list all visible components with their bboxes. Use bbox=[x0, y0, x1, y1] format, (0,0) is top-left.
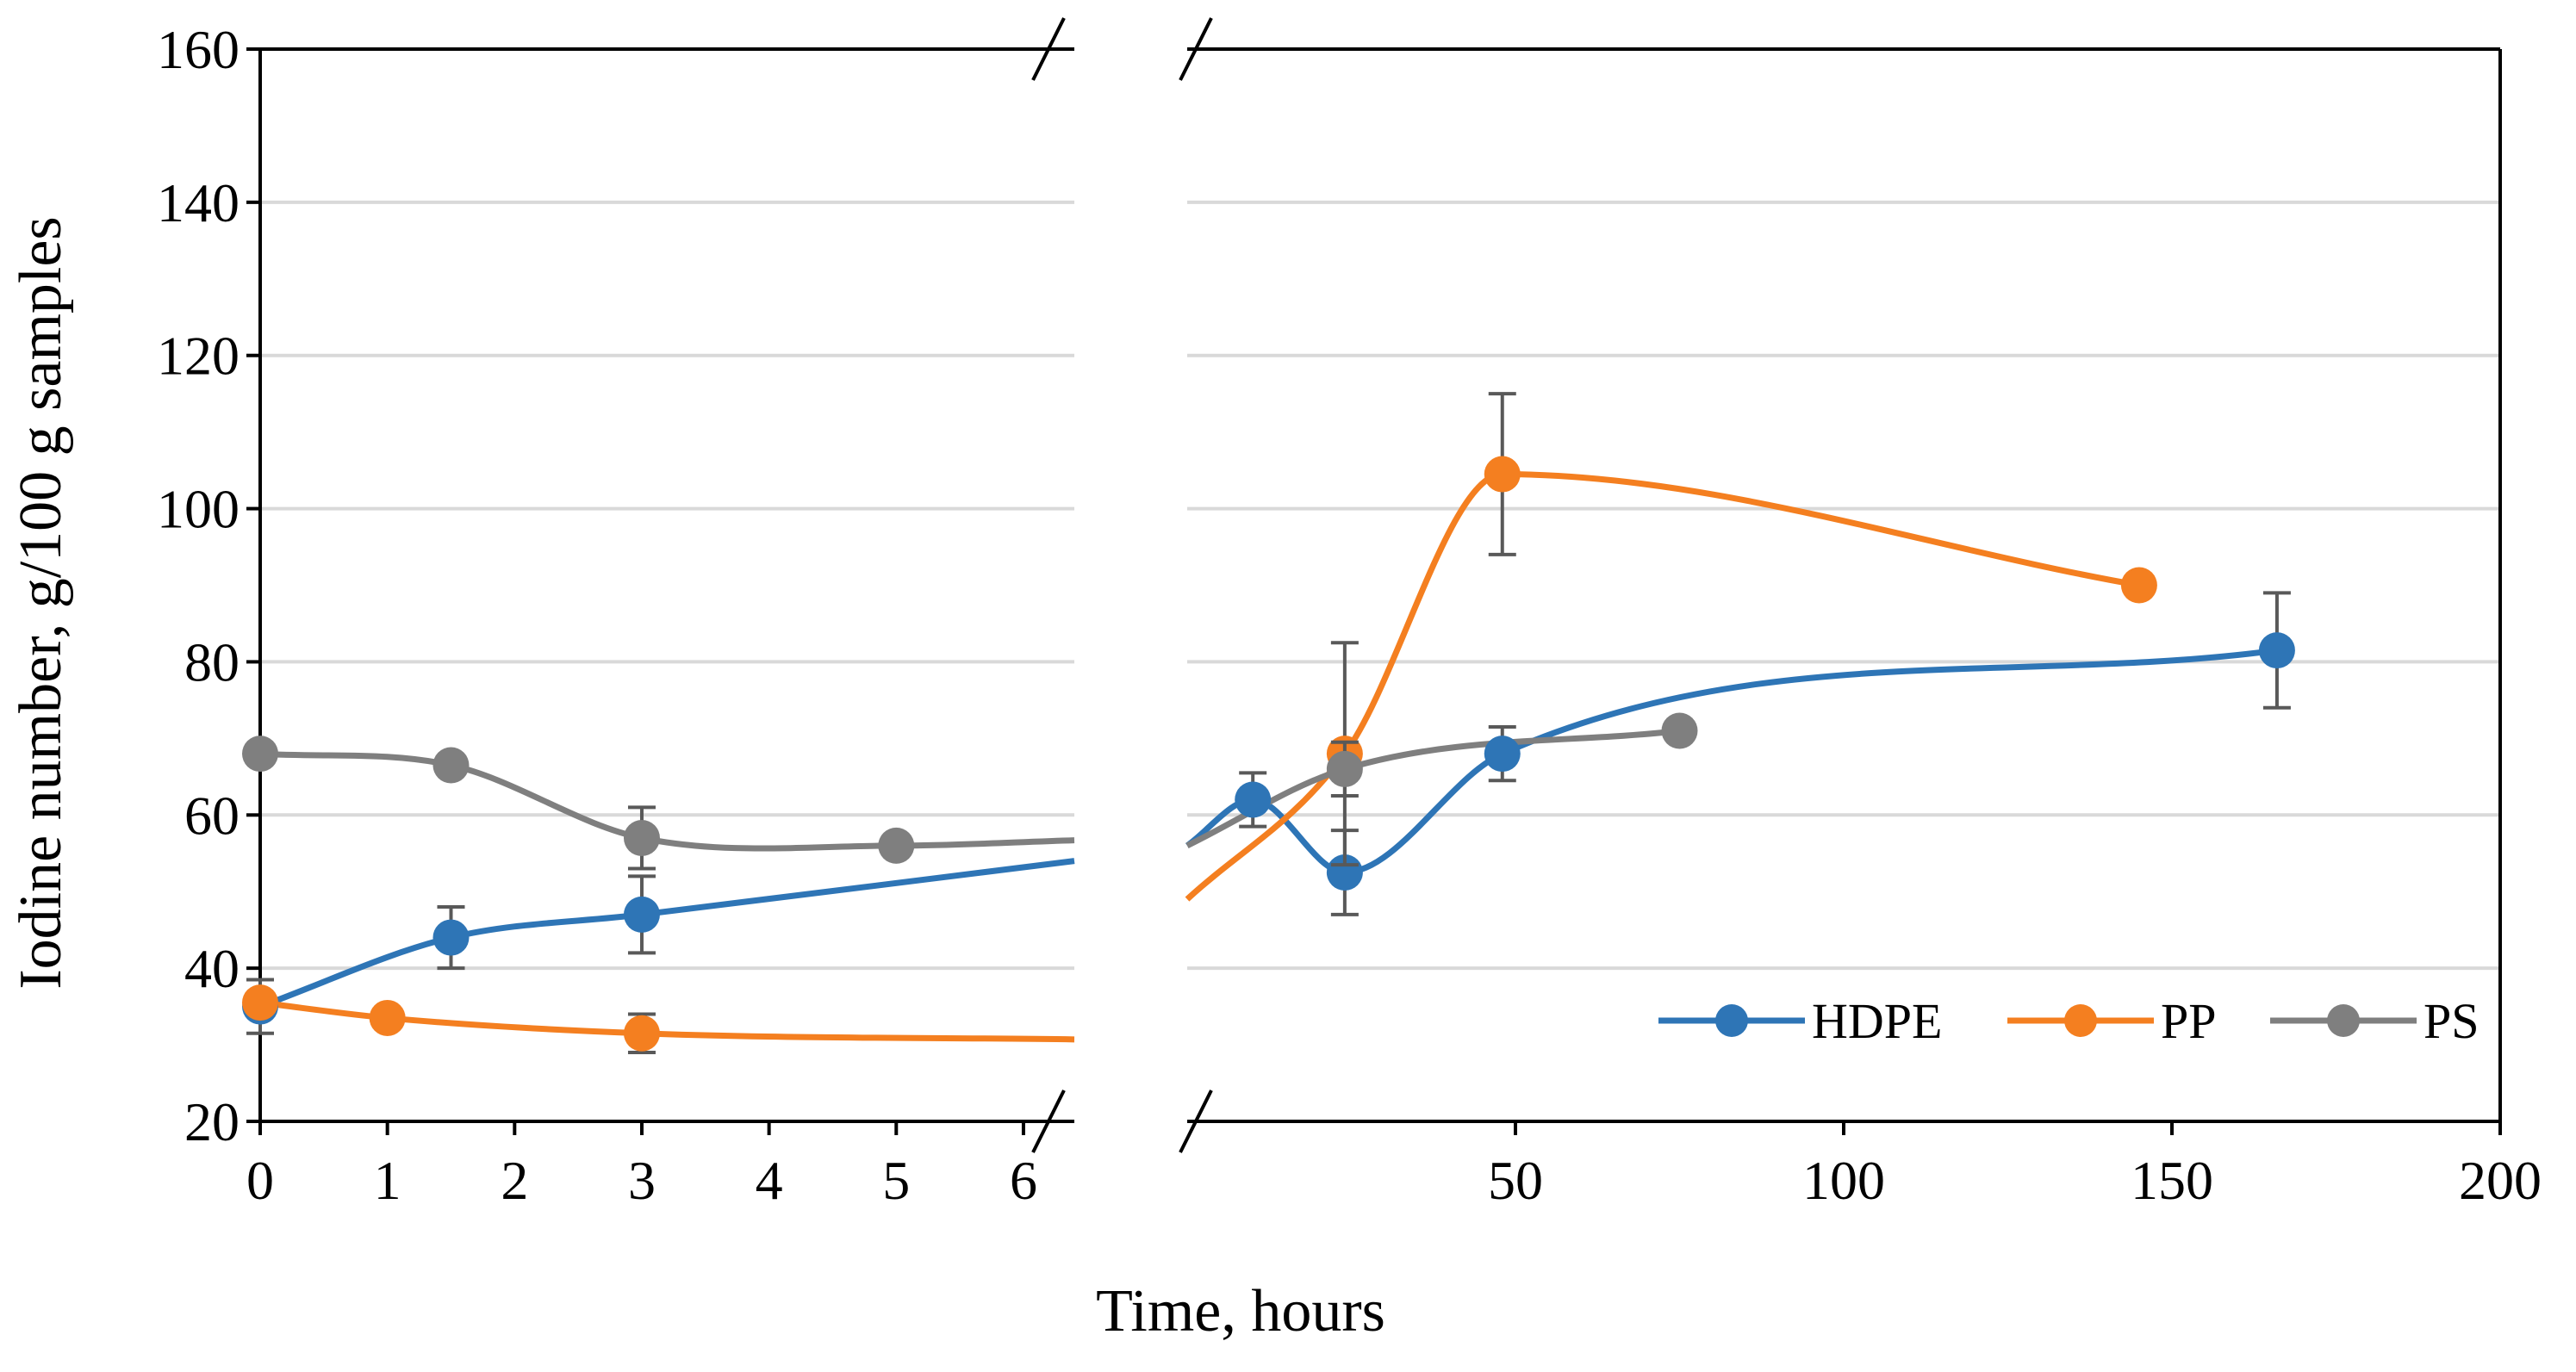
y-axis-title: Iodine number, g/100 g samples bbox=[8, 216, 74, 989]
legend: HDPE PP PS bbox=[1658, 993, 2480, 1049]
tick-labels: 20 40 60 80 100 120 140 160 0 1 2 3 4 5 6 50 100 150 200 bbox=[157, 19, 2542, 1211]
x-tick-label: 50 bbox=[1488, 1150, 1543, 1211]
legend-marker bbox=[2327, 1004, 2360, 1037]
y-tick-label: 100 bbox=[157, 479, 240, 540]
y-tick-label: 140 bbox=[157, 172, 240, 233]
data-point-ps bbox=[1661, 712, 1698, 749]
data-point-pp bbox=[623, 1015, 660, 1052]
x-tick-label: 5 bbox=[882, 1150, 910, 1211]
x-tick-label: 3 bbox=[628, 1150, 656, 1211]
series-line-ps-left bbox=[259, 750, 1075, 852]
break-mark-right-top bbox=[1179, 17, 1213, 81]
legend-marker bbox=[1715, 1004, 1748, 1037]
x-tick-label: 150 bbox=[2131, 1150, 2213, 1211]
series-line-pp-right bbox=[1185, 471, 2140, 902]
x-axis-title: Time, hours bbox=[1096, 1278, 1385, 1344]
data-point-pp bbox=[369, 999, 406, 1036]
data-point-pp bbox=[2120, 567, 2157, 604]
legend-item-ps: PS bbox=[2270, 993, 2480, 1049]
data-point-hdpe bbox=[1235, 781, 1272, 818]
y-tick-label: 160 bbox=[157, 19, 240, 80]
y-tick-label: 20 bbox=[184, 1091, 240, 1152]
break-mark-left-bottom bbox=[1031, 1090, 1066, 1153]
series-layer bbox=[242, 392, 2295, 1054]
data-point-pp bbox=[242, 984, 278, 1021]
data-point-pp bbox=[1484, 456, 1521, 493]
x-tick-label: 4 bbox=[756, 1150, 783, 1211]
x-tick-label: 100 bbox=[1802, 1150, 1885, 1211]
data-point-ps bbox=[1326, 750, 1363, 787]
data-point-hdpe bbox=[1484, 736, 1521, 773]
data-point-ps bbox=[242, 736, 278, 773]
legend-label: PS bbox=[2424, 993, 2480, 1049]
break-mark-left-top bbox=[1031, 17, 1066, 81]
data-point-hdpe bbox=[2258, 632, 2295, 669]
data-point-ps bbox=[623, 819, 660, 856]
y-tick-label: 120 bbox=[157, 326, 240, 387]
legend-item-hdpe: HDPE bbox=[1658, 993, 1942, 1049]
x-tick-label: 200 bbox=[2459, 1150, 2542, 1211]
grid-lines bbox=[260, 47, 2500, 971]
data-point-ps bbox=[878, 827, 915, 864]
series-line-pp-left bbox=[259, 999, 1075, 1043]
legend-item-pp: PP bbox=[2007, 993, 2217, 1049]
x-tick-label: 6 bbox=[1010, 1150, 1037, 1211]
axes bbox=[246, 17, 2502, 1153]
legend-label: HDPE bbox=[1812, 993, 1942, 1049]
data-point-hdpe bbox=[623, 896, 660, 933]
y-tick-label: 60 bbox=[184, 785, 240, 846]
data-point-ps bbox=[432, 747, 470, 784]
x-tick-label: 0 bbox=[246, 1150, 274, 1211]
legend-marker bbox=[2064, 1004, 2097, 1037]
y-tick-label: 40 bbox=[184, 938, 240, 999]
break-mark-right-bottom bbox=[1179, 1090, 1213, 1153]
legend-label: PP bbox=[2161, 993, 2217, 1049]
x-tick-label: 2 bbox=[501, 1150, 528, 1211]
x-tick-label: 1 bbox=[374, 1150, 401, 1211]
series-line-hdpe-left bbox=[258, 858, 1075, 1009]
data-point-hdpe bbox=[432, 919, 470, 956]
y-tick-label: 80 bbox=[184, 631, 240, 692]
